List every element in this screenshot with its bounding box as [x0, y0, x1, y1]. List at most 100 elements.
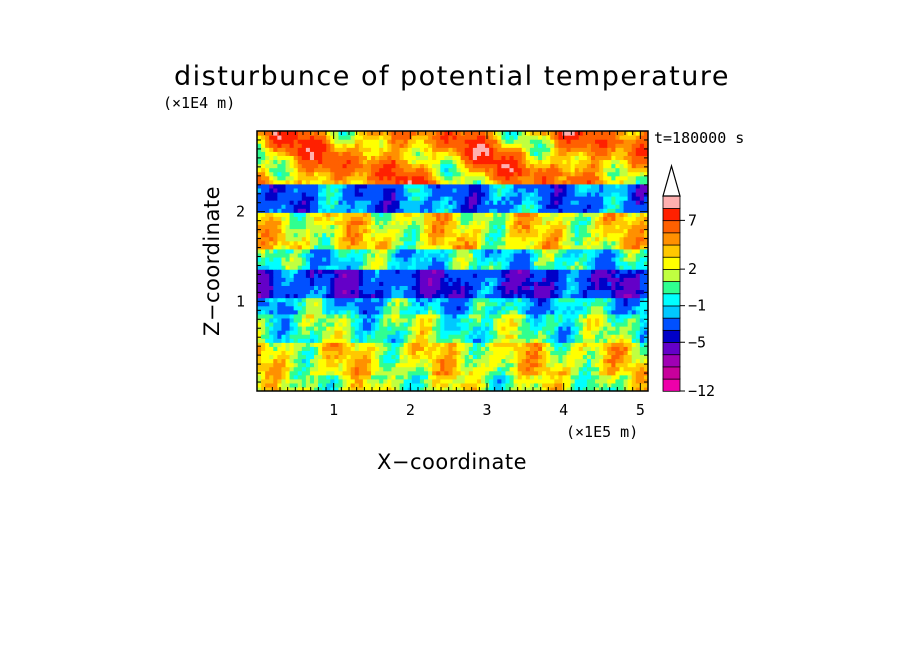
contour-cell [550, 265, 555, 270]
contour-cell [436, 301, 441, 307]
contour-cell [595, 248, 600, 254]
contour-cell [615, 204, 621, 209]
contour-cell [379, 224, 384, 230]
contour-cell [277, 342, 283, 347]
contour-cell [358, 216, 364, 221]
contour-cell [285, 196, 291, 201]
contour-cell [558, 252, 564, 258]
contour-cell [574, 346, 580, 351]
contour-cell [379, 212, 384, 217]
contour-cell [314, 301, 319, 307]
contour-cell [517, 301, 523, 307]
contour-cell [546, 277, 551, 282]
contour-cell [391, 378, 397, 384]
contour-cell [554, 200, 559, 205]
contour-cell [603, 293, 608, 299]
contour-cell [476, 204, 482, 209]
contour-cell [403, 269, 409, 274]
contour-cell [423, 204, 429, 209]
contour-cell [371, 301, 376, 307]
contour-cell [444, 220, 450, 226]
contour-cell [623, 200, 629, 205]
contour-cell [643, 232, 648, 238]
contour-cell [521, 346, 527, 351]
contour-cell [578, 212, 584, 217]
contour-cell [550, 354, 555, 360]
contour-cell [338, 212, 344, 217]
contour-cell [448, 208, 454, 213]
contour-cell [322, 256, 327, 262]
contour-cell [538, 374, 543, 380]
contour-cell [419, 220, 425, 226]
contour-cell [505, 289, 511, 295]
contour-cell [521, 208, 527, 213]
contour-cell [448, 366, 454, 372]
contour-cell [395, 285, 401, 291]
contour-cell [395, 289, 401, 295]
contour-cell [379, 252, 384, 258]
contour-cell [358, 301, 364, 307]
contour-cell [309, 386, 315, 391]
contour-cell [265, 317, 270, 323]
contour-cell [558, 216, 564, 221]
contour-cell [265, 334, 270, 339]
contour-cell [285, 252, 291, 258]
contour-cell [261, 252, 266, 258]
contour-cell [318, 265, 323, 270]
contour-cell [342, 281, 348, 286]
contour-cell [558, 261, 564, 266]
contour-cell [546, 204, 551, 209]
contour-cell [419, 256, 425, 262]
contour-cell [517, 366, 523, 372]
contour-cell [293, 224, 299, 230]
contour-cell [383, 269, 388, 274]
contour-cell [419, 346, 425, 351]
contour-cell [607, 224, 612, 230]
contour-cell [448, 228, 454, 234]
contour-cell [297, 183, 303, 189]
contour-cell [607, 183, 612, 189]
contour-cell [350, 232, 356, 238]
contour-cell [391, 248, 397, 254]
contour-cell [257, 240, 262, 246]
contour-cell [550, 293, 555, 299]
contour-cell [358, 289, 364, 295]
contour-cell [403, 338, 409, 343]
contour-cell [297, 256, 303, 262]
contour-cell [615, 187, 621, 193]
contour-cell [513, 301, 519, 307]
contour-cell [615, 370, 621, 376]
contour-cell [289, 236, 295, 242]
contour-cell [415, 212, 421, 217]
contour-cell [277, 220, 283, 226]
contour-cell [436, 187, 441, 193]
contour-cell [269, 228, 274, 234]
contour-cell [277, 374, 283, 380]
contour-cell [611, 297, 617, 303]
contour-cell [318, 326, 323, 331]
contour-cell [497, 358, 502, 364]
contour-cell [334, 236, 340, 242]
contour-cell [521, 273, 527, 278]
contour-cell [448, 191, 454, 197]
contour-cell [375, 346, 380, 351]
contour-cell [546, 224, 551, 230]
contour-cell [501, 350, 507, 356]
contour-cell [533, 252, 539, 258]
contour-cell [643, 297, 648, 303]
contour-cell [334, 305, 340, 311]
contour-cell [574, 256, 580, 262]
contour-cell [265, 338, 270, 343]
contour-cell [322, 248, 327, 254]
contour-cell [635, 362, 641, 368]
contour-cell [456, 256, 462, 262]
contour-cell [285, 338, 291, 343]
contour-cell [456, 338, 462, 343]
contour-cell [415, 321, 421, 327]
contour-cell [497, 179, 502, 185]
contour-cell [448, 277, 454, 282]
contour-cell [529, 285, 535, 291]
contour-cell [285, 354, 291, 360]
contour-cell [485, 374, 490, 380]
contour-cell [566, 370, 572, 376]
